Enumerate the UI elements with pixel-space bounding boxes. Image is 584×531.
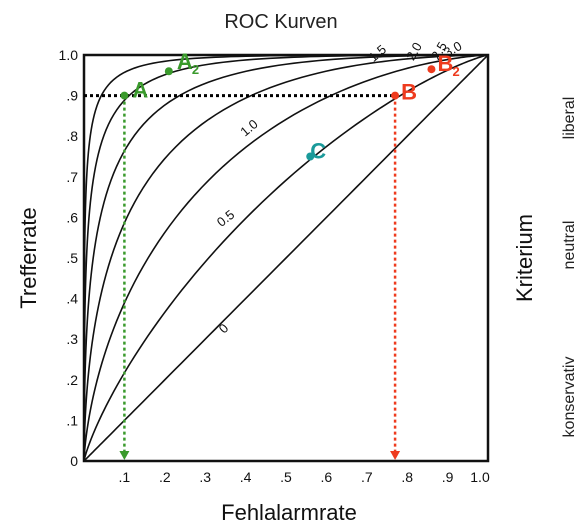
curve-labels: 00.51.01.5 2.0 2.53.0 [214,38,464,336]
y-tick-label: 0 [70,453,78,469]
x-tick-label: .4 [240,469,252,485]
point-label: C [310,139,326,164]
x-tick-labels: .1 .2 .3 .4 .5 .6 .7 .8 .9 1.0 [119,469,490,485]
x-tick-label: .7 [361,469,373,485]
curve-label: 0.5 [214,207,237,230]
operating-point [120,91,129,100]
guide-arrowhead [119,451,130,460]
point-label: B [401,80,417,105]
curve-label: 1.0 [237,116,260,139]
x-tick-label: .2 [159,469,171,485]
y-tick-label: .7 [66,169,78,185]
criterion-konservativ: konservativ [561,357,578,438]
operating-point [306,152,315,161]
y-tick-label: .6 [66,209,78,225]
roc-curve [83,54,489,462]
y-tick-label: .5 [66,250,78,266]
y-tick-labels: 0 .1 .2 .3 .4 .5 .6 .7 .8 .9 1.0 [59,47,79,469]
x-tick-label: .6 [321,469,333,485]
point-label-subscript: 2 [192,62,199,77]
x-tick-label: .1 [119,469,131,485]
criterion-label: Kriterium [512,214,537,302]
y-axis-label: Trefferrate [16,207,41,308]
operating-point [427,65,436,74]
guide-lines [84,94,401,460]
x-tick-label: .8 [401,469,413,485]
point-label-subscript: 2 [452,64,459,79]
point-label: B [437,51,453,76]
x-axis-label: Fehlalarmrate [221,500,357,525]
roc-curve [83,54,488,461]
point-label: A [177,49,193,74]
operating-point [391,91,400,100]
y-tick-label: 1.0 [59,47,79,63]
roc-curves [83,54,489,462]
y-tick-label: .9 [66,88,78,104]
chart-title: ROC Kurven [224,11,337,33]
plot-area: 00.51.01.5 2.0 2.53.0 AA 2BB 2C [82,38,490,463]
operating-points: AA 2BB 2C [120,49,460,164]
y-tick-label: .2 [66,372,78,388]
guide-arrowhead [390,451,401,460]
y-tick-label: .8 [66,128,78,144]
curve-label: 0 [216,321,232,337]
criterion-liberal: liberal [561,97,578,140]
y-tick-label: .4 [66,291,78,307]
point-label: A [132,78,148,103]
y-tick-label: .1 [66,412,78,428]
x-tick-label: 1.0 [470,469,490,485]
x-tick-label: .5 [280,469,292,485]
operating-point [164,67,173,76]
x-tick-label: .3 [199,469,211,485]
criterion-neutral: neutral [561,221,578,270]
criterion-levels: liberal neutral konservativ [561,97,578,438]
y-tick-label: .3 [66,331,78,347]
x-tick-label: .9 [442,469,454,485]
